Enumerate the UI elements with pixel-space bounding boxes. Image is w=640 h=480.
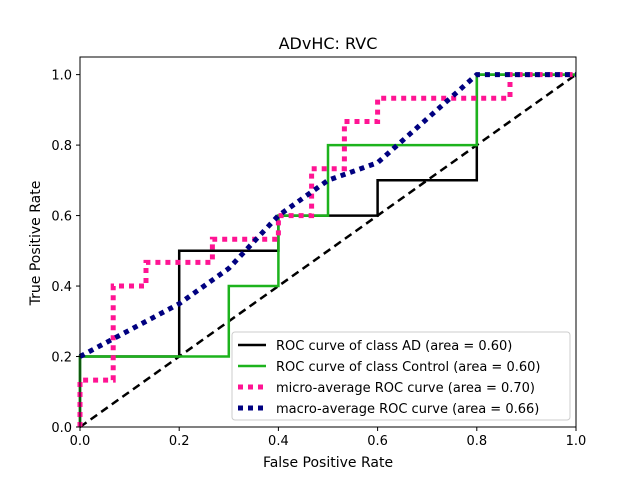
x-tick-label: 0.4 <box>268 434 289 449</box>
axis-ticks: 0.0 0.2 0.4 0.6 0.8 1.0 0.0 0.2 0.4 0.6 0.8 1.0 <box>51 69 586 449</box>
x-axis-label: False Positive Rate <box>263 455 393 471</box>
x-tick-label: 0.0 <box>70 434 91 449</box>
plot-lines <box>77 72 577 429</box>
legend-label-2: micro-average ROC curve (area = 0.70) <box>276 381 535 396</box>
series-line-2 <box>77 72 576 427</box>
y-axis-label: True Positive Rate <box>28 181 44 307</box>
x-tick-label: 0.8 <box>466 434 487 449</box>
y-tick-label: 1.0 <box>51 69 72 84</box>
x-tick-label: 0.2 <box>169 434 190 449</box>
y-tick-label: 0.8 <box>51 139 72 154</box>
series-line-3 <box>78 72 576 359</box>
y-tick-label: 0.0 <box>51 421 72 436</box>
legend-box <box>231 331 571 421</box>
legend-label-3: macro-average ROC curve (area = 0.66) <box>276 402 539 417</box>
y-tick-label: 0.4 <box>51 280 72 295</box>
x-tick-label: 0.6 <box>367 434 388 449</box>
legend-label-0: ROC curve of class AD (area = 0.60) <box>276 339 512 354</box>
x-tick-label: 1.0 <box>566 434 587 449</box>
chart-title: ADvHC: RVC <box>279 34 378 53</box>
legend: ROC curve of class AD (area = 0.60) ROC c… <box>231 331 571 421</box>
legend-label-1: ROC curve of class Control (area = 0.60) <box>276 360 540 375</box>
y-tick-label: 0.6 <box>51 210 72 225</box>
reference-diagonal-line <box>79 73 577 429</box>
series-line-1 <box>78 73 576 427</box>
plot-frame <box>79 56 577 428</box>
y-tick-label: 0.2 <box>51 351 72 366</box>
